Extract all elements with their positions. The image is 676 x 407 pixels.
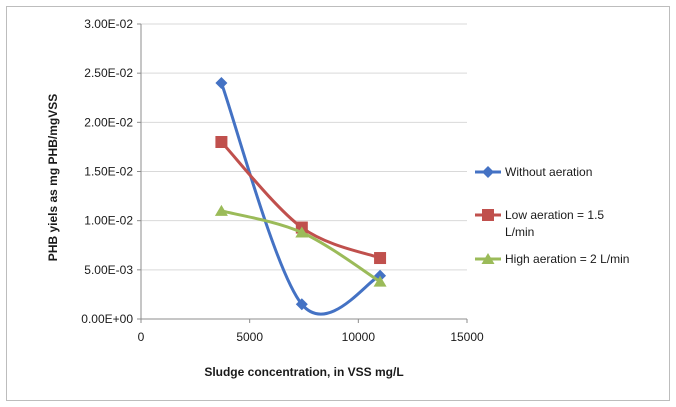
series-group [214,77,387,316]
legend-swatch-marker [481,253,495,264]
y-axis-title: PHB yiels as mg PHB/mgVSS [46,94,60,261]
series-line [220,82,381,316]
legend: Without aeration Low aeration = 1.5 L/min H… [475,165,629,266]
gridlines [141,23,467,271]
y-tick-label: 1.00E-02 [84,214,133,228]
y-axis-ticks: 0.00E+00 5.00E-03 1.00E-02 1.50E-02 2.00E-02… [81,17,141,326]
x-axis-ticks: 0 5000 10000 15000 [138,319,484,344]
x-tick-label: 0 [138,330,145,344]
legend-swatch-marker [482,166,494,178]
data-point [295,226,309,238]
legend-item-1: Without aeration [475,165,592,179]
y-tick-label: 0.00E+00 [81,312,133,326]
y-tick-label: 1.50E-02 [84,165,133,179]
series-3 [214,204,387,287]
legend-swatch-marker [482,209,494,221]
series-1 [215,77,387,316]
series-2 [215,136,387,265]
data-point [374,252,387,265]
data-point [215,136,228,148]
x-tick-label: 10000 [342,330,376,344]
y-tick-label: 5.00E-03 [84,263,133,277]
x-tick-label: 5000 [236,330,263,344]
data-point [215,77,228,89]
legend-label: Low aeration = 1.5 [505,208,604,222]
x-axis-title: Sludge concentration, in VSS mg/L [204,365,403,379]
legend-item-2: Low aeration = 1.5 L/min [475,208,604,239]
legend-label: L/min [505,225,534,239]
data-point [214,204,228,216]
y-tick-label: 2.50E-02 [84,66,133,80]
series-line [221,209,381,283]
y-tick-label: 3.00E-02 [84,17,133,31]
x-tick-label: 15000 [450,330,484,344]
legend-item-3: High aeration = 2 L/min [475,252,629,266]
chart-area: 0.00E+00 5.00E-03 1.00E-02 1.50E-02 2.00E-02… [6,6,670,401]
data-point [295,298,308,311]
legend-label: Without aeration [505,165,592,179]
line-chart: 0.00E+00 5.00E-03 1.00E-02 1.50E-02 2.00E-02… [46,17,629,379]
legend-label: High aeration = 2 L/min [505,252,629,266]
data-point [373,275,387,287]
y-tick-label: 2.00E-02 [84,115,133,129]
